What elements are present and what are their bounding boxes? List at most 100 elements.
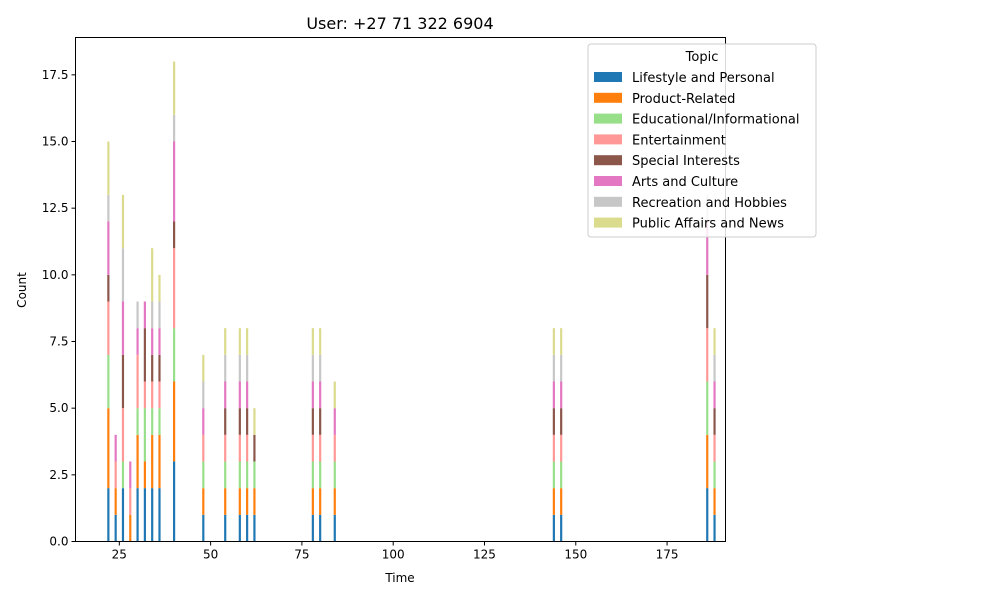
bar-segment-product-related [173,381,176,462]
y-axis-label: Count [15,272,29,308]
bar-segment-lifestyle-and-personal [136,488,139,542]
legend-label-entertainment: Entertainment [632,133,726,148]
legend-swatch-lifestyle-and-personal [594,72,622,82]
bar-segment-arts-and-culture [121,301,125,355]
bar-segment-educational-informational [311,461,314,489]
bar-segment-arts-and-culture [129,461,132,489]
bar-segment-public-affairs-and-news [253,408,256,435]
bar-segment-product-related [713,488,716,515]
legend-swatch-public-affairs-and-news [594,217,622,228]
bar-segment-arts-and-culture [107,221,110,275]
bar-segment-educational-informational [560,461,563,489]
bar-segment-public-affairs-and-news [552,328,555,355]
bar-segment-arts-and-culture [136,328,139,355]
bar-segment-entertainment [173,248,176,329]
bar-segment-lifestyle-and-personal [107,488,110,542]
legend-label-educational-informational: Educational/Informational [632,113,800,128]
bar-segment-arts-and-culture [333,408,336,435]
y-tick-label: 15.0 [42,135,69,149]
bar-segment-arts-and-culture [246,381,249,409]
bar-segment-arts-and-culture [202,408,205,435]
bar-segment-product-related [311,488,314,515]
legend-swatch-recreation-and-hobbies [594,196,622,207]
legend-label-public-affairs-and-news: Public Affairs and News [632,217,784,232]
bar-segment-product-related [552,488,555,515]
legend-title: Topic [685,50,719,65]
bar-segment-special-interests [706,274,709,329]
legend-swatch-entertainment [594,134,622,145]
bar-segment-public-affairs-and-news [713,328,716,355]
bar-segment-special-interests [143,328,146,382]
bar-segment-arts-and-culture [114,434,117,462]
bar-segment-educational-informational [107,354,110,409]
legend-swatch-product-related [594,92,622,103]
bar-segment-lifestyle-and-personal [560,514,563,542]
bar-segment-special-interests [173,221,176,249]
bar-segment-arts-and-culture [319,381,322,409]
bar-segment-educational-informational [136,408,139,435]
bar-segment-public-affairs-and-news [173,61,176,115]
bar-segment-public-affairs-and-news [319,328,322,355]
bar-segment-public-affairs-and-news [560,328,563,355]
bar-segment-lifestyle-and-personal [224,514,227,542]
bar-segment-educational-informational [319,461,322,489]
bars-group [107,61,716,542]
bar-segment-product-related [151,434,154,489]
bar-segment-public-affairs-and-news [311,328,314,355]
bar-segment-educational-informational [253,461,256,489]
bar-segment-special-interests [246,408,249,435]
bar-segment-lifestyle-and-personal [114,514,117,542]
legend-label-recreation-and-hobbies: Recreation and Hobbies [632,196,787,211]
bar-segment-arts-and-culture [706,221,709,275]
bar-segment-lifestyle-and-personal [552,514,555,542]
bar-segment-recreation-and-hobbies [151,301,154,329]
bar-segment-special-interests [107,274,110,302]
bar-segment-lifestyle-and-personal [173,461,176,542]
bar-segment-recreation-and-hobbies [173,114,176,142]
bar-segment-entertainment [129,488,132,515]
y-tick-label: 17.5 [42,68,69,82]
x-axis-label: Time [384,571,414,585]
bar-segment-public-affairs-and-news [224,328,227,355]
bar-segment-educational-informational [238,461,241,489]
bar-segment-product-related [333,488,336,515]
legend-swatch-special-interests [594,155,622,166]
bar-segment-entertainment [319,434,322,462]
bar-segment-product-related [224,488,227,515]
bar-segment-lifestyle-and-personal [333,514,336,542]
bar-segment-product-related [706,434,709,489]
bar-segment-recreation-and-hobbies [158,301,161,329]
bar-segment-product-related [114,488,117,515]
bar-segment-special-interests [224,408,227,435]
bar-segment-special-interests [713,408,716,435]
y-tick-label: 7.5 [49,335,68,349]
bar-segment-arts-and-culture [173,141,176,222]
chart-title: User: +27 71 322 6904 [306,14,493,33]
legend-swatch-arts-and-culture [594,176,622,186]
bar-segment-entertainment [143,381,146,409]
bar-segment-recreation-and-hobbies [121,248,125,302]
bar-segment-entertainment [224,434,227,462]
bar-segment-educational-informational [333,461,336,489]
bar-segment-entertainment [202,434,205,462]
bar-segment-lifestyle-and-personal [158,488,161,542]
bar-segment-arts-and-culture [560,381,563,409]
bar-segment-educational-informational [151,408,154,435]
y-tick-label: 10.0 [42,268,69,282]
bar-segment-entertainment [158,381,161,409]
legend-label-special-interests: Special Interests [632,154,740,169]
bar-segment-lifestyle-and-personal [246,514,249,542]
bar-segment-public-affairs-and-news [121,194,125,249]
bar-segment-educational-informational [173,328,176,382]
bar-segment-entertainment [560,434,563,462]
bar-segment-product-related [107,408,110,489]
bar-segment-recreation-and-hobbies [136,301,139,329]
bar-segment-lifestyle-and-personal [319,514,322,542]
bar-segment-public-affairs-and-news [238,328,241,355]
bar-segment-entertainment [246,434,249,462]
bar-segment-product-related [319,488,322,515]
bar-segment-product-related [158,434,161,489]
bar-segment-arts-and-culture [713,381,716,409]
bar-segment-entertainment [311,434,314,462]
